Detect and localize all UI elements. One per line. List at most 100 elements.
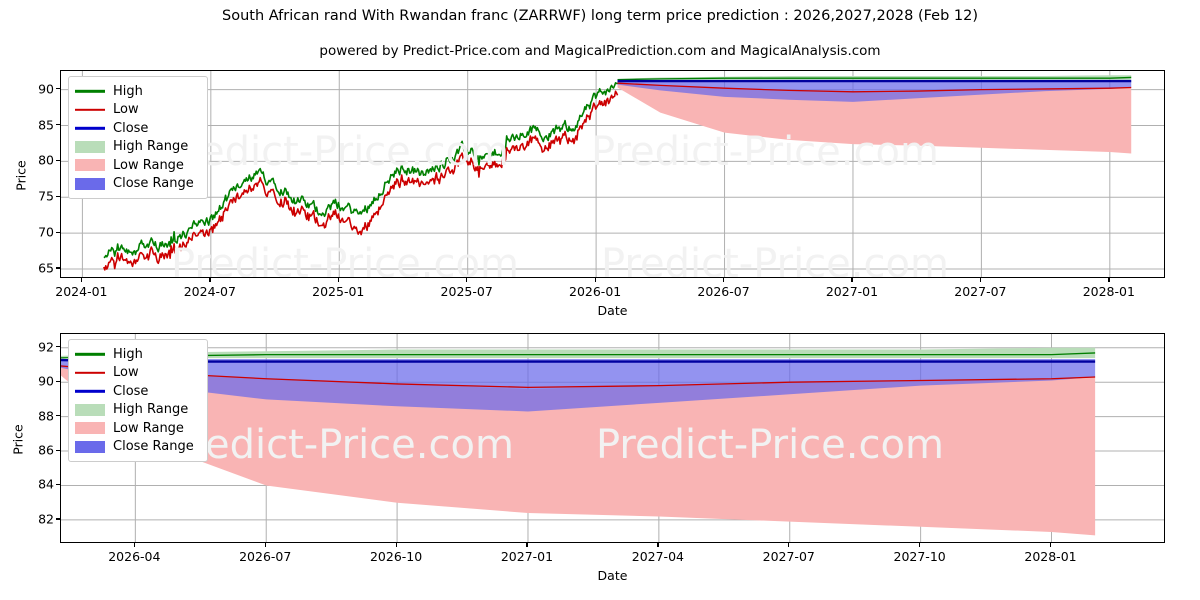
legend-item: Low Range xyxy=(75,419,199,438)
x-tick-label: 2028-01 xyxy=(1082,284,1135,299)
x-tick-mark xyxy=(788,543,790,547)
legend-label: Low xyxy=(113,102,139,118)
legend-item: Low xyxy=(75,101,199,120)
legend-label: Low Range xyxy=(113,157,184,173)
bottom-chart-svg xyxy=(61,334,1164,542)
legend-item: Low Range xyxy=(75,156,199,175)
y-tick-mark xyxy=(56,88,60,90)
x-tick-label: 2025-07 xyxy=(440,284,493,299)
legend-item: High Range xyxy=(75,138,199,157)
page-subtitle: powered by Predict-Price.com and Magical… xyxy=(319,43,881,59)
y-tick-label: 85 xyxy=(38,117,54,132)
legend-swatch-close xyxy=(75,385,105,398)
y-tick-label: 70 xyxy=(38,224,54,240)
x-tick-label: 2027-01 xyxy=(825,284,879,299)
x-tick-mark xyxy=(526,543,528,547)
top-chart-svg xyxy=(61,71,1164,277)
legend-item: Close Range xyxy=(75,175,199,194)
legend-label: High Range xyxy=(113,139,189,155)
x-tick-mark xyxy=(337,278,339,282)
legend-label: Low Range xyxy=(113,420,184,436)
x-tick-label: 2026-04 xyxy=(108,549,161,564)
y-tick-mark xyxy=(56,159,60,162)
legend-label: High Range xyxy=(113,402,189,418)
x-tick-mark xyxy=(919,543,921,547)
y-tick-label: 92 xyxy=(38,339,54,355)
y-tick-mark xyxy=(56,231,60,233)
legend-swatch-low-range xyxy=(75,159,105,172)
bottom-chart-legend: High Low Close High Range Low Range Close Ran… xyxy=(68,339,208,462)
y-tick-mark xyxy=(56,518,60,520)
legend-item: Low xyxy=(75,364,199,383)
y-tick-mark xyxy=(56,449,60,451)
legend-swatch-high-range xyxy=(75,140,105,153)
x-tick-mark xyxy=(723,278,725,282)
y-tick-label: 90 xyxy=(38,373,54,389)
bottom-chart-plot-area: Predict-Price.com Predict-Price.com xyxy=(60,333,1165,543)
y-tick-mark xyxy=(56,380,60,382)
legend-swatch-close xyxy=(75,122,105,135)
x-tick-label: 2026-01 xyxy=(568,284,622,299)
legend-item: Close xyxy=(75,382,199,401)
y-tick-label: 80 xyxy=(38,152,54,168)
x-tick-label: 2024-07 xyxy=(183,284,236,299)
y-tick-label: 82 xyxy=(38,511,54,527)
top-chart-x-axis-label: Date xyxy=(597,303,628,318)
y-tick-mark xyxy=(56,483,60,486)
y-tick-mark xyxy=(56,124,60,126)
y-tick-label: 88 xyxy=(38,408,54,424)
x-tick-label: 2027-07 xyxy=(762,549,815,564)
legend-swatch-high-range xyxy=(75,403,105,416)
x-tick-label: 2028-01 xyxy=(1024,549,1077,564)
x-tick-mark xyxy=(133,543,136,547)
legend-item: Close Range xyxy=(75,438,199,457)
y-tick-mark xyxy=(56,346,60,348)
x-tick-label: 2024-01 xyxy=(55,284,108,299)
legend-label: Close xyxy=(113,383,149,399)
x-tick-mark xyxy=(1049,543,1052,547)
legend-swatch-close-range xyxy=(75,177,105,190)
bottom-chart-x-axis-label: Date xyxy=(597,568,628,583)
x-tick-mark xyxy=(594,278,596,282)
legend-label: Close Range xyxy=(113,176,194,192)
y-tick-mark xyxy=(56,267,60,269)
x-tick-mark xyxy=(395,543,397,547)
page-title: South African rand With Rwandan franc (Z… xyxy=(222,8,978,24)
y-tick-label: 90 xyxy=(38,81,54,97)
legend-item: High xyxy=(75,345,199,364)
legend-label: Close Range xyxy=(113,439,194,455)
legend-label: Close xyxy=(113,120,149,136)
legend-item: Close xyxy=(75,119,199,138)
y-tick-label: 75 xyxy=(38,188,54,204)
x-tick-label: 2026-10 xyxy=(369,549,423,564)
legend-swatch-low-range xyxy=(75,422,105,435)
x-tick-mark xyxy=(264,543,266,547)
x-tick-mark xyxy=(80,278,83,282)
legend-swatch-low xyxy=(75,366,105,379)
legend-label: High xyxy=(113,83,143,99)
x-tick-label: 2027-01 xyxy=(500,549,554,564)
legend-item: High xyxy=(75,82,199,101)
y-tick-label: 84 xyxy=(38,476,54,492)
x-tick-mark xyxy=(209,278,211,282)
legend-swatch-high xyxy=(75,348,105,361)
y-tick-mark xyxy=(56,195,60,197)
legend-label: Low xyxy=(113,365,139,381)
legend-swatch-low xyxy=(75,103,105,116)
x-tick-label: 2025-01 xyxy=(312,284,365,299)
y-tick-label: 65 xyxy=(38,260,54,276)
top-chart-legend: High Low Close High Range Low Range Close Ran… xyxy=(68,76,208,199)
legend-item: High Range xyxy=(75,401,199,420)
x-tick-mark xyxy=(466,278,468,282)
legend-label: High xyxy=(113,346,143,362)
x-tick-label: 2026-07 xyxy=(697,284,750,299)
x-tick-mark xyxy=(1108,278,1110,282)
y-tick-label: 86 xyxy=(38,442,54,458)
y-tick-mark xyxy=(56,415,60,417)
legend-swatch-high xyxy=(75,85,105,98)
x-tick-label: 2027-04 xyxy=(631,549,684,564)
x-tick-mark xyxy=(657,543,659,547)
x-tick-mark xyxy=(979,278,982,282)
x-tick-label: 2026-07 xyxy=(239,549,292,564)
